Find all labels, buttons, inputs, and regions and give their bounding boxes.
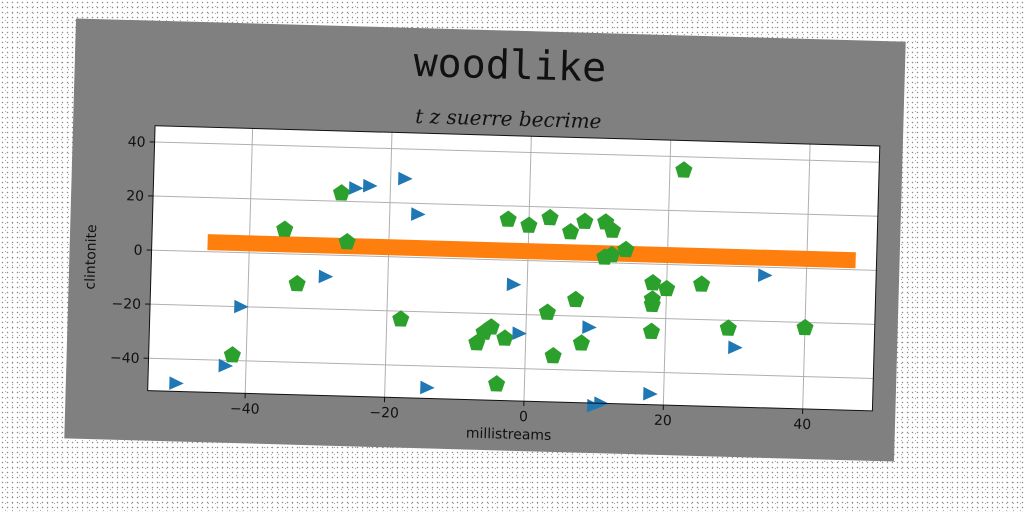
chart-figure: woodlike t z suerre becrime −40 −20 0 20 40 −… <box>64 18 905 461</box>
scatter-chart: woodlike t z suerre becrime −40 −20 0 20 40 −… <box>64 18 905 461</box>
x-tick-label: 20 <box>654 413 672 429</box>
y-tick-label: −40 <box>110 350 140 367</box>
y-axis-label: clintonite <box>82 224 100 290</box>
y-tick-label: 40 <box>128 134 146 150</box>
y-tick-label: −20 <box>111 296 141 313</box>
chart-title: woodlike <box>413 40 607 91</box>
y-tick-label: 0 <box>133 243 142 259</box>
x-tick-label: 0 <box>519 409 528 425</box>
x-tick-label: −20 <box>369 405 399 422</box>
chart-subtitle: t z suerre becrime <box>415 104 602 133</box>
x-axis-label: millistreams <box>466 426 552 444</box>
x-tick-label: 40 <box>793 417 811 433</box>
y-tick-label: 20 <box>126 188 144 204</box>
x-tick-label: −40 <box>230 401 260 418</box>
